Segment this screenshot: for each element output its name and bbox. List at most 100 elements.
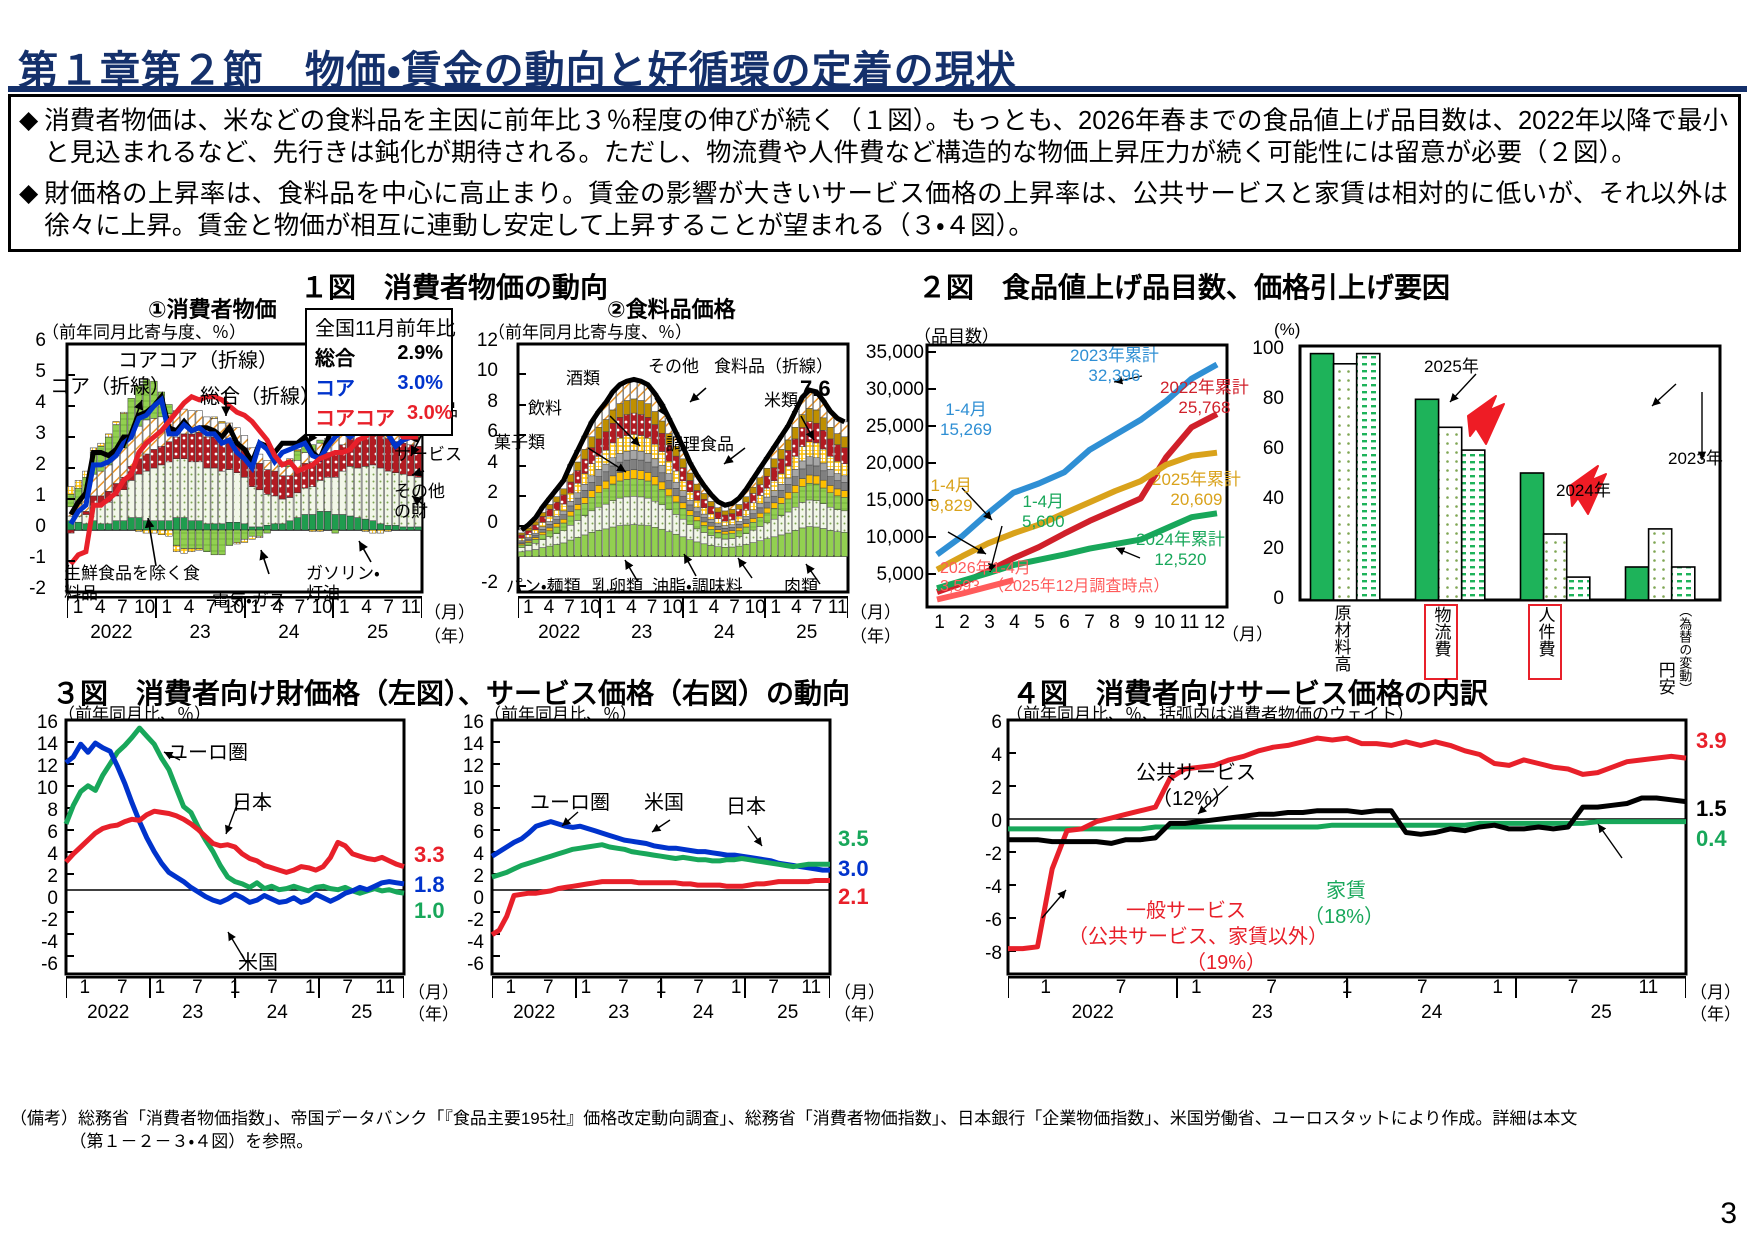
fig1-legend-row-core: コア 3.0% <box>315 372 443 401</box>
xtick: 4 <box>626 597 637 618</box>
ytick: 8 <box>47 800 58 821</box>
ytick: 3 <box>35 423 46 444</box>
ytick: 4 <box>35 392 46 413</box>
ytick: -8 <box>985 943 1002 964</box>
fig1-label-core: コア（折線） <box>50 376 170 398</box>
xtick-year: 2022 <box>90 622 133 643</box>
fig2-right-cat-logistics: 物流費 <box>1424 604 1458 680</box>
xtick: 10 <box>579 597 601 618</box>
xtick: 7 <box>1266 977 1277 998</box>
xtick: 7 <box>1567 977 1579 998</box>
fig1-label-meat: 肉類 <box>784 577 818 596</box>
xtick: 11 <box>1638 977 1659 998</box>
xtick: 1 <box>688 597 699 618</box>
fig3-right-end-japan: 2.1 <box>838 884 869 909</box>
xtick: 4 <box>543 597 555 618</box>
xtick: 1 <box>1492 977 1503 998</box>
xtick-year: 25 <box>777 1002 799 1023</box>
ytick: -4 <box>985 877 1002 898</box>
legend-value: 3.0% <box>397 372 443 394</box>
fig1-label-confectionery: 菓子類 <box>494 433 545 452</box>
fig2-right-label-2023: 2023年 <box>1668 449 1723 468</box>
ytick: 60 <box>1262 438 1284 459</box>
xtick: 4 <box>94 597 106 618</box>
xtick: 10 <box>744 597 766 618</box>
cat-label: 人件費 <box>1535 606 1555 657</box>
fig2-point-label-2026-q1: 2026年1-4月 3,593 （2025年12月調査時点） <box>940 560 1170 596</box>
fig1-panel2-axis-unit: （前年同月比寄与度、％） <box>488 323 692 342</box>
fig3-title: ３図 消費者向け財価格（左図）、サービス価格（右図）の動向 <box>52 678 851 709</box>
fig4-label-public-service-weight: （12%） <box>1152 788 1233 810</box>
fig4-end-general-service: 3.9 <box>1696 728 1727 753</box>
ytick: 2 <box>473 866 484 887</box>
ytick: 10,000 <box>865 527 924 548</box>
xtick: 10 <box>222 597 244 618</box>
xtick-year: 25 <box>796 622 818 643</box>
cat-sublabel: （為替の変動） <box>1677 604 1693 695</box>
fig4-label-public-service: 公共サービス <box>1136 762 1256 784</box>
xtick: 10 <box>1153 612 1176 633</box>
fig2-series-label-2025: 2025年累計 20,609 <box>1152 470 1241 509</box>
ytick: 2 <box>47 866 58 887</box>
fig2-point-label-2025-q1: 1-4月 9,829 <box>930 476 973 515</box>
fig1-legend-row-sogo: 総合 2.9% <box>315 342 443 371</box>
page-title: 第１章第２節 物価・賃金の動向と好循環の定着の現状 <box>18 49 1017 93</box>
ytick: 80 <box>1262 388 1284 409</box>
ytick: -4 <box>41 932 58 953</box>
xtick: 1 <box>154 977 166 998</box>
ytick: 0 <box>991 811 1002 832</box>
fig1-panel1-subtitle: ①消費者物価 <box>148 297 277 322</box>
xtick: 1 <box>1040 977 1051 998</box>
xtick: 7 <box>618 977 629 998</box>
summary-bullet-1-text: 消費者物価は、米などの食料品を主因に前年比３％程度の伸びが続く（１図）。もっとも… <box>44 107 1728 168</box>
fig1-label-other: その他 <box>648 357 699 376</box>
xtick-year: 23 <box>631 622 653 643</box>
xtick: 1 <box>79 977 91 998</box>
xtick-year: 2022 <box>513 1002 556 1023</box>
ytick: 4 <box>487 452 498 473</box>
ytick: -2 <box>41 910 58 931</box>
ytick: 4 <box>473 844 484 865</box>
fig3-left-end-us: 1.8 <box>414 872 445 897</box>
fig4-title: ４図 消費者向けサービス価格の内訳 <box>1012 678 1489 709</box>
xtick: 1 <box>934 612 945 633</box>
ytick: -2 <box>467 910 484 931</box>
fig1-label-dairy-eggs: 乳卵類 <box>592 577 643 596</box>
xtick-year: 24 <box>278 622 300 643</box>
fig1-panel1-xaxis: 1 4 7 10 1 4 7 10 1 4 7 10 1 4 7 11 2022 23 24 25 <box>67 596 422 654</box>
xtick: 9 <box>1134 612 1145 633</box>
xtick: 11 <box>801 977 822 998</box>
ytick: -6 <box>467 954 484 975</box>
ytick: 14 <box>36 734 58 755</box>
xtick: 11 <box>375 977 396 998</box>
xtick-year: 24 <box>713 622 735 643</box>
ytick: 40 <box>1262 488 1284 509</box>
xtick: 7 <box>294 597 306 618</box>
fig2-series-label-2022: 2022年累計 25,768 <box>1160 378 1249 417</box>
ytick: -1 <box>29 547 46 568</box>
fig1-label-sogo: 総合（折線） <box>200 386 320 408</box>
fig1-label-oils-seasonings: 油脂・調味料 <box>652 577 743 596</box>
xtick: 2 <box>959 612 970 633</box>
ytick: -2 <box>481 572 498 593</box>
cat-label: 原材料高 <box>1331 604 1351 672</box>
ytick: 10 <box>462 778 484 799</box>
ytick: 0 <box>47 888 58 909</box>
xtick: 1 <box>605 597 617 618</box>
ytick: -2 <box>985 844 1002 865</box>
xtick: 7 <box>117 977 128 998</box>
ytick: 12 <box>462 756 484 777</box>
fig2-right-label-2025: 2025年 <box>1424 357 1479 376</box>
fig1-legend-box: 全国11月前年比 総合 2.9% コア 3.0% コアコア 3.0% <box>305 308 456 436</box>
xtick: 1 <box>161 597 173 618</box>
ytick: 0 <box>35 516 46 537</box>
xtick: 5 <box>1034 612 1045 633</box>
xtick: 7 <box>1417 977 1428 998</box>
ytick: 15,000 <box>865 490 924 511</box>
fig1-panel1-xunit-year: （年） <box>424 627 475 646</box>
title-underline <box>8 86 1747 92</box>
xtick: 11 <box>401 597 421 618</box>
fig2-left-xaxis: 1 2 3 4 5 6 7 8 9 10 11 12 <box>927 612 1227 636</box>
fig3-right-xaxis: 1 7 1 7 1 7 1 7 11 2022 23 24 25 <box>492 976 830 1034</box>
ytick: 0 <box>487 512 498 533</box>
